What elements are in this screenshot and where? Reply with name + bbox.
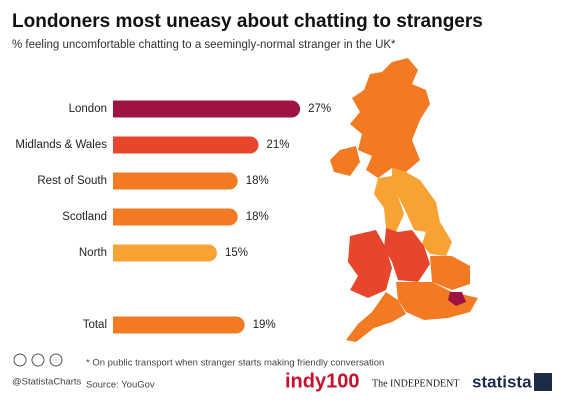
note: * On public transport when stranger star…	[86, 358, 384, 369]
south-west	[346, 292, 406, 342]
bar	[113, 136, 259, 154]
bar	[113, 208, 238, 226]
east	[430, 256, 470, 290]
chart-subtitle: % feeling uncomfortable chatting to a se…	[12, 39, 396, 51]
yorkshire	[422, 222, 452, 256]
category-label: Rest of South	[37, 175, 107, 187]
bar	[113, 316, 245, 334]
handle: @StatistaCharts	[12, 377, 82, 388]
category-label: London	[69, 103, 107, 115]
category-label: Midlands & Wales	[15, 139, 107, 151]
south-east	[396, 282, 478, 320]
source: Source: YouGov	[86, 380, 155, 391]
cc-icons	[13, 353, 63, 367]
bar	[113, 172, 238, 190]
uk-map	[330, 58, 478, 342]
bar	[113, 244, 217, 262]
london	[448, 292, 466, 306]
bar	[113, 100, 301, 118]
value-label: 18%	[246, 175, 269, 187]
value-label: 15%	[225, 247, 248, 259]
north-east	[392, 168, 440, 232]
value-label: 19%	[253, 319, 276, 331]
logo-indy100: indy100	[285, 370, 359, 392]
northern-ireland	[330, 146, 360, 176]
north-west	[374, 176, 404, 232]
value-label: 21%	[267, 139, 290, 151]
midlands	[384, 228, 430, 282]
wales	[348, 230, 392, 298]
chart-title: Londoners most uneasy about chatting to …	[12, 11, 483, 32]
scotland	[350, 58, 430, 178]
statista-icon	[534, 373, 552, 391]
category-label: Scotland	[62, 211, 107, 223]
category-label: Total	[83, 319, 107, 331]
logo-statista: statista	[472, 372, 532, 391]
category-label: North	[79, 247, 107, 259]
value-label: 18%	[246, 211, 269, 223]
value-label: 27%	[308, 103, 331, 115]
logo-independent: The INDEPENDENT	[372, 378, 459, 389]
